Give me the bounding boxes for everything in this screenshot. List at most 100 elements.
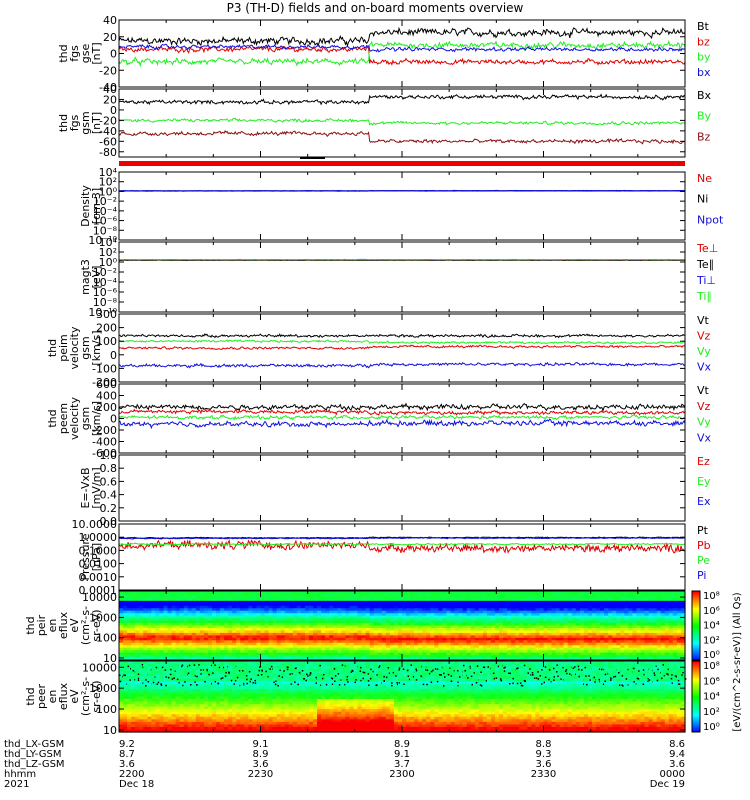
spectrogram-cell [381,655,387,659]
spectrogram-cell [563,603,569,607]
spectrogram-cell [155,647,161,651]
spectrogram-cell [171,678,177,682]
y-tick-label: 10⁴ [99,236,118,249]
spectrogram-cell [159,655,165,659]
spectrogram-cell [151,663,156,667]
spectrogram-cell [563,645,569,649]
spectrogram-cell [559,603,565,607]
spectrogram-cell [296,642,302,646]
spectrogram-cell [587,620,593,624]
spectrogram-cell [365,630,371,634]
spectrogram-cell [490,645,496,649]
spectrogram-cell [151,635,156,639]
spectrogram-cell [531,615,537,619]
spectrogram-cell [664,610,670,614]
spectrogram-cell [159,711,165,715]
spectrogram-cell [216,647,221,651]
spectrogram-cell [664,593,670,597]
spectrogram-cell [583,598,589,602]
spectrogram-cell [454,598,460,602]
spectrogram-cell [478,655,484,659]
spectrogram-cell [385,640,391,644]
spectrogram-cell [410,650,415,654]
spectrogram-cell [592,600,597,604]
spectrogram-cell [612,613,617,617]
spectrogram-cell [604,613,609,617]
spectrogram-cell [583,657,589,661]
spectrogram-cell [220,635,225,639]
spectrogram-cell [660,632,666,636]
y-axis-label: magt3 [79,259,92,295]
spectrogram-cell [183,595,189,599]
spectrogram-cell [163,711,169,715]
spectrogram-cell [175,673,181,677]
spectrogram-cell [236,647,241,651]
spectrogram-cell [199,623,205,627]
spectrogram-cell [216,627,221,632]
spectrogram-cell [224,605,229,609]
spectrogram-cell [527,620,532,624]
y-tick-label: 40 [103,83,117,96]
spectrogram-cell [470,642,476,646]
y-tick-label: -40 [99,125,117,138]
spectrogram-cell [567,655,573,659]
spectrogram-cell [179,642,185,646]
spectrogram-cell [313,642,318,646]
spectrogram-cell [325,647,330,651]
spectrogram-cell [616,605,621,609]
spectrogram-cell [458,591,464,595]
spectrogram-cell [494,630,500,634]
spectrogram-cell [171,632,177,636]
spectrogram-cell [139,676,144,680]
spectrogram-cell [183,683,189,687]
spectrogram-cell [592,642,597,646]
spectrogram-cell [446,625,452,629]
spectrogram-cell [211,635,217,639]
spectrogram-cell [309,603,314,607]
spectrogram-cell [329,645,334,649]
spectrogram-cell [596,630,601,634]
spectrogram-cell [559,618,565,622]
spectrogram-cell [139,719,144,723]
spectrogram-cell [438,625,444,629]
spectrogram-cell [300,632,306,636]
spectrogram-cell [155,711,161,715]
spectrogram-cell [179,726,185,731]
spectrogram-cell [672,657,678,661]
spectrogram-cell [292,623,298,627]
spectrogram-cell [321,598,326,602]
spectrogram-cell [179,699,185,703]
spectrogram-cell [131,726,136,731]
spectrogram-cell [604,610,609,614]
spectrogram-cell [608,630,613,634]
spectrogram-cell [470,657,476,661]
spectrogram-cell [309,657,314,661]
spectrogram-cell [632,647,638,651]
spectrogram-cell [567,608,573,612]
spectrogram-cell [377,623,383,627]
spectrogram-cell [365,652,371,656]
spectrogram-cell [402,647,407,651]
spectrogram-cell [462,605,468,609]
spectrogram-cell [672,608,678,612]
spectrogram-cell [612,598,617,602]
spectrogram-cell [167,615,173,619]
spectrogram-cell [640,613,646,617]
spectrogram-cell [236,618,241,622]
spectrogram-cell [143,632,148,636]
spectrogram-cell [426,650,431,654]
spectrogram-cell [313,630,318,634]
spectrogram-cell [167,673,173,677]
spectrogram-cell [252,620,258,624]
spectrogram-cell [418,613,423,617]
spectrogram-cell [592,595,597,599]
spectrogram-cell [280,642,286,646]
spectrogram-cell [373,620,379,624]
spectrogram-cell [127,637,132,641]
spectrogram-cell [454,625,460,629]
spectrogram-cell [175,591,181,595]
spectrogram-cell [640,650,646,654]
spectrogram-cell [519,618,524,622]
spectrogram-cell [292,595,298,599]
spectrogram-cell [304,620,310,624]
